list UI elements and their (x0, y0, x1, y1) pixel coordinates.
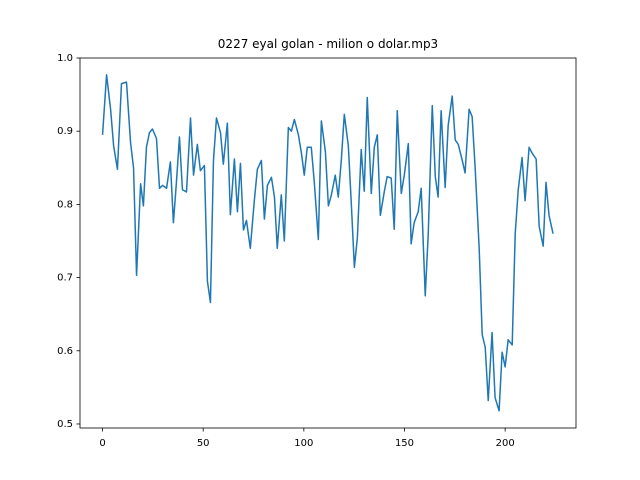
y-tick-label: 0.5 (57, 419, 73, 430)
x-tick-label: 200 (496, 438, 515, 449)
y-tick-label: 0.7 (57, 273, 73, 284)
x-tick-label: 100 (294, 438, 313, 449)
chart-title: 0227 eyal golan - milion o dolar.mp3 (218, 37, 438, 51)
y-tick-label: 0.6 (57, 346, 73, 357)
x-tick-label: 150 (395, 438, 414, 449)
x-tick-label: 0 (99, 438, 105, 449)
data-line (101, 74, 554, 412)
y-tick-label: 0.9 (57, 126, 73, 137)
y-tick-label: 0.8 (57, 199, 73, 210)
plot-frame (79, 57, 577, 429)
y-tick-label: 1.0 (57, 53, 73, 64)
x-tick-label: 50 (197, 438, 210, 449)
